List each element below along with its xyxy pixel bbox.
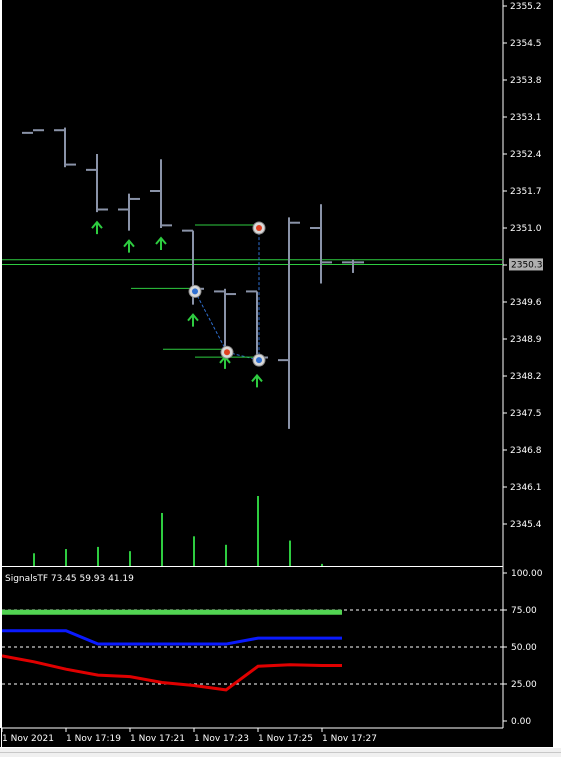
current-price-tag-label: 2350.3 xyxy=(511,260,543,270)
ohlc-bar[interactable] xyxy=(86,154,108,213)
axis-background xyxy=(503,0,553,747)
ohlc-bar[interactable] xyxy=(342,259,364,273)
volume-bars xyxy=(33,496,323,566)
main-plot-background[interactable] xyxy=(2,0,503,566)
price-tick-label: 2348.9 xyxy=(510,335,542,345)
sell-trade-marker-icon[interactable] xyxy=(252,221,266,235)
buy-signal-arrow-icon xyxy=(251,373,263,388)
price-tick-label: 2346.8 xyxy=(510,446,542,456)
price-tick-label: 2345.4 xyxy=(510,520,542,530)
time-tick-label: 1 Nov 17:23 xyxy=(194,734,249,744)
price-tick-label: 2349.6 xyxy=(510,298,542,308)
ohlc-bar[interactable] xyxy=(278,217,300,429)
indicator-tick-label: 100.00 xyxy=(511,569,543,579)
indicator-series-line xyxy=(1,654,342,692)
ohlc-bars xyxy=(22,127,364,429)
buy-signal-arrow-icon xyxy=(187,313,199,327)
ohlc-bar[interactable] xyxy=(54,127,76,168)
time-tick-label: 1 Nov 17:25 xyxy=(258,734,313,744)
ohlc-bar[interactable] xyxy=(118,193,140,231)
indicator-title: SignalsTF 73.45 59.93 41.19 xyxy=(5,574,134,584)
time-tick-label: 1 Nov 17:27 xyxy=(322,734,377,744)
indicator-tick-label: 75.00 xyxy=(511,606,537,616)
ohlc-bar[interactable] xyxy=(310,204,332,284)
price-axis: 2355.2 2354.5 2353.8 2353.1 2352.4 2351.7 2351… xyxy=(503,2,542,530)
indicator-lines xyxy=(1,609,342,692)
price-tick-label: 2352.4 xyxy=(510,150,542,160)
price-tick-label: 2353.8 xyxy=(510,76,542,86)
trade-marker-core xyxy=(224,349,230,356)
price-tick-label: 2346.1 xyxy=(510,483,542,493)
current-price-tag-background xyxy=(509,258,543,271)
indicator-tick-label: 25.00 xyxy=(511,680,537,690)
price-tick-label: 2348.2 xyxy=(510,372,542,382)
buy-signal-arrow-icon xyxy=(155,236,167,250)
current-price-tag: 2350.3 xyxy=(509,258,543,271)
indicator-series-line xyxy=(2,629,342,646)
price-tick-label: 2347.5 xyxy=(510,409,542,419)
buy-signal-arrow-icon xyxy=(123,239,135,253)
trade-markers xyxy=(188,221,266,367)
trade-marker-core xyxy=(256,357,262,364)
indicator-axis: 100.00 75.00 50.00 25.00 0.00 xyxy=(503,569,543,727)
time-tick-label: 1 Nov 17:21 xyxy=(130,734,185,744)
sell-trade-marker-icon[interactable] xyxy=(220,345,234,359)
indicator-plot-background[interactable] xyxy=(2,567,503,728)
price-tick-label: 2351.0 xyxy=(510,224,542,234)
ohlc-bar[interactable] xyxy=(150,159,172,228)
time-tick-label: 1 Nov 17:19 xyxy=(66,734,121,744)
price-tick-label: 2351.7 xyxy=(510,187,542,197)
price-tick-label: 2355.2 xyxy=(510,2,542,12)
buy-trade-marker-icon[interactable] xyxy=(252,353,266,367)
price-lines xyxy=(2,259,503,265)
buy-trade-marker-icon[interactable] xyxy=(188,284,202,298)
ohlc-bar[interactable] xyxy=(214,288,236,347)
trade-marker-core xyxy=(256,225,262,231)
indicator-tick-label: 50.00 xyxy=(511,643,537,653)
time-tick-label: 1 Nov 2021 xyxy=(2,734,54,744)
indicator-tick-label: 0.00 xyxy=(511,717,531,727)
time-axis: 1 Nov 2021 1 Nov 17:19 1 Nov 17:21 1 Nov 17… xyxy=(1,728,377,744)
trade-marker-core xyxy=(192,288,198,295)
price-tick-label: 2353.1 xyxy=(510,113,542,123)
price-tick-label: 2354.5 xyxy=(510,39,542,49)
time-axis-background xyxy=(0,728,503,747)
buy-signal-arrow-icon xyxy=(91,220,103,235)
ohlc-bar[interactable] xyxy=(22,129,44,134)
trade-connector xyxy=(194,291,228,353)
